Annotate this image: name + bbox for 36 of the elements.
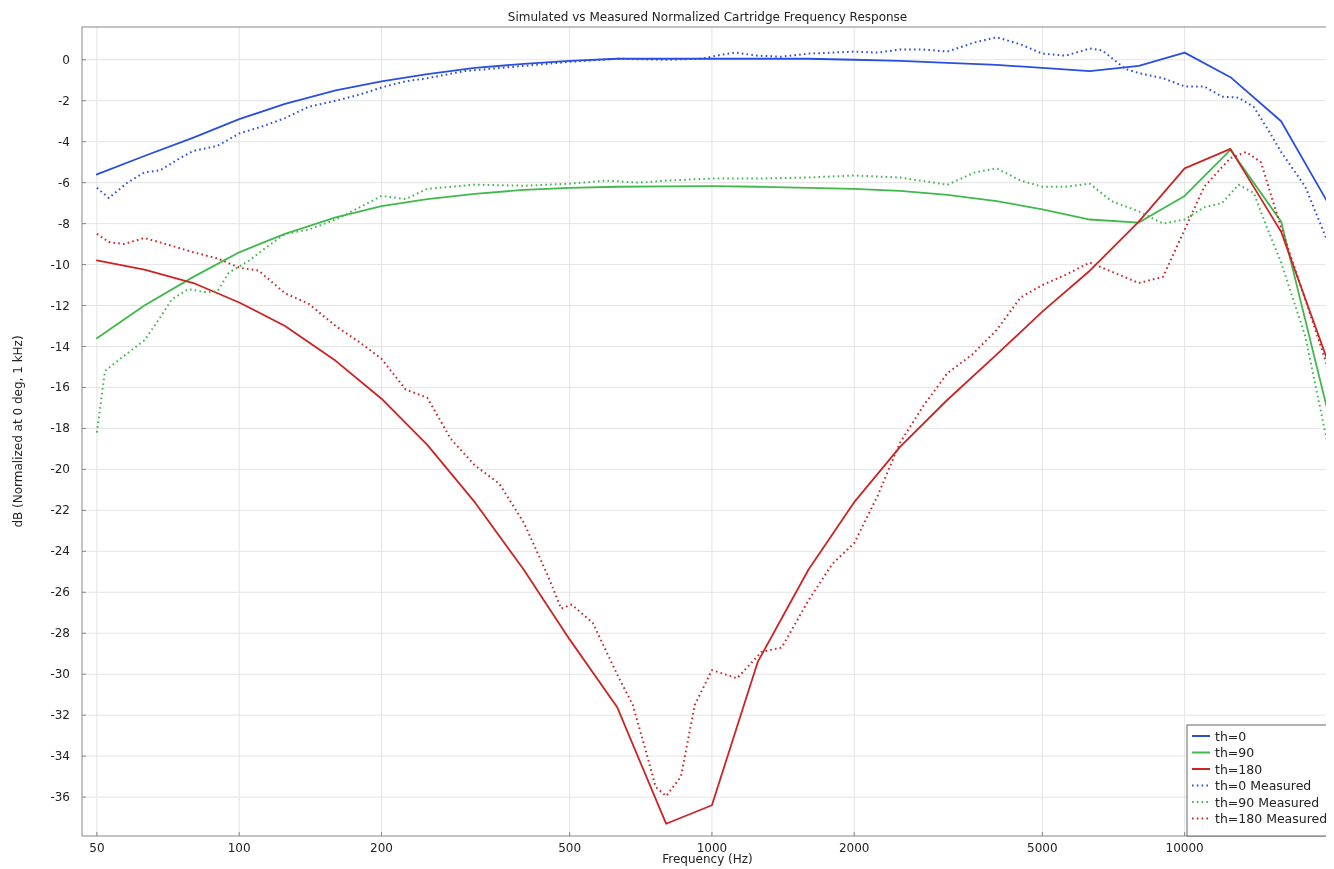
x-tick-label: 5000 bbox=[1027, 841, 1058, 855]
y-tick-label: -34 bbox=[50, 749, 70, 764]
x-tick-label: 200 bbox=[370, 841, 393, 855]
y-tick-label: -26 bbox=[50, 585, 70, 600]
y-tick-label: -28 bbox=[50, 626, 70, 641]
y-tick-label: -22 bbox=[50, 503, 70, 518]
x-tick-label: 1000 bbox=[696, 841, 728, 855]
y-tick-label: -18 bbox=[50, 421, 70, 436]
y-tick-label: -16 bbox=[50, 380, 70, 395]
legend-label: th=90 bbox=[1215, 745, 1255, 760]
y-tick-label: -4 bbox=[58, 134, 70, 149]
legend-label: th=180 bbox=[1215, 761, 1263, 777]
chart-title: Simulated vs Measured Normalized Cartridge Frequency Response bbox=[507, 10, 908, 24]
x-tick-label: 50 bbox=[89, 841, 105, 855]
y-tick-label: -8 bbox=[58, 216, 70, 231]
x-tick-label: 10000 bbox=[1165, 841, 1204, 855]
y-axis-title: dB (Normalized at 0 deg, 1 kHz) bbox=[11, 335, 25, 528]
x-tick-label: 500 bbox=[558, 841, 582, 855]
y-tick-label: -32 bbox=[50, 708, 70, 723]
y-tick-label: -36 bbox=[50, 790, 70, 805]
legend-label: th=180 Measured bbox=[1215, 811, 1328, 826]
legend-label: th=0 bbox=[1215, 728, 1247, 744]
y-tick-label: -14 bbox=[50, 339, 70, 354]
y-tick-label: -6 bbox=[58, 175, 70, 190]
legend-label: th=0 Measured bbox=[1215, 778, 1312, 793]
y-tick-label: -24 bbox=[50, 544, 70, 559]
legend-label: th=90 Measured bbox=[1215, 794, 1320, 810]
x-axis-title: Frequency (Hz) bbox=[662, 852, 753, 866]
x-tick-label: 2000 bbox=[838, 841, 870, 855]
y-tick-label: -12 bbox=[50, 298, 70, 313]
y-tick-label: -30 bbox=[50, 667, 70, 682]
y-tick-label: -2 bbox=[58, 93, 70, 108]
x-tick-label: 100 bbox=[227, 841, 251, 855]
y-tick-label: -20 bbox=[50, 462, 70, 477]
y-tick-label: 0 bbox=[62, 52, 70, 67]
y-tick-label: -10 bbox=[50, 257, 70, 272]
